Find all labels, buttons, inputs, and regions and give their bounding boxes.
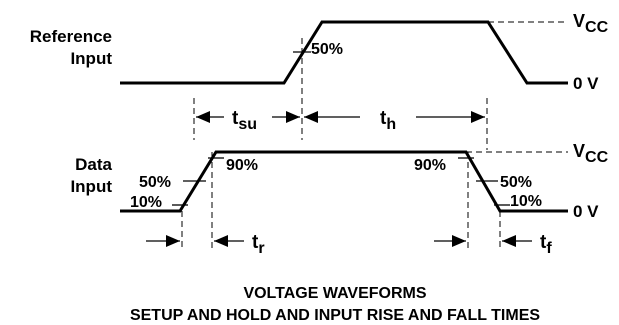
tsu-label: tsu — [232, 108, 257, 133]
reference-zero-label: 0 V — [573, 74, 599, 93]
caption-line2: SETUP AND HOLD AND INPUT RISE AND FALL T… — [130, 307, 540, 324]
data-50-left-label: 50% — [139, 174, 171, 191]
data-90-left-label: 90% — [226, 157, 258, 174]
tr-label: tr — [252, 232, 265, 257]
data-10-right-label: 10% — [510, 193, 542, 210]
data-waveform — [120, 150, 568, 213]
th-arrow-right-head — [471, 111, 485, 123]
reference-label-line2: Input — [70, 49, 112, 68]
tf-arrow-left-head — [452, 235, 466, 247]
caption-line1: VOLTAGE WAVEFORMS — [243, 285, 426, 302]
data-label-line2: Input — [70, 177, 112, 196]
tsu-arrow-left-head — [196, 111, 210, 123]
data-vcc-label: VCC — [573, 141, 609, 166]
th-label: th — [380, 108, 396, 133]
tf-label: tf — [540, 232, 552, 257]
reference-label-line1: Reference — [30, 27, 112, 46]
data-zero-label: 0 V — [573, 202, 599, 221]
reference-vcc-label: VCC — [573, 11, 609, 36]
tr-arrow-left-head — [166, 235, 180, 247]
reference-waveform — [120, 20, 568, 85]
reference-50-label: 50% — [311, 41, 343, 58]
data-label-line1: Data — [75, 155, 112, 174]
data-10-left-label: 10% — [130, 194, 162, 211]
tsu-arrow-right-head — [286, 111, 300, 123]
data-50-right-label: 50% — [500, 174, 532, 191]
data-90-right-label: 90% — [414, 157, 446, 174]
